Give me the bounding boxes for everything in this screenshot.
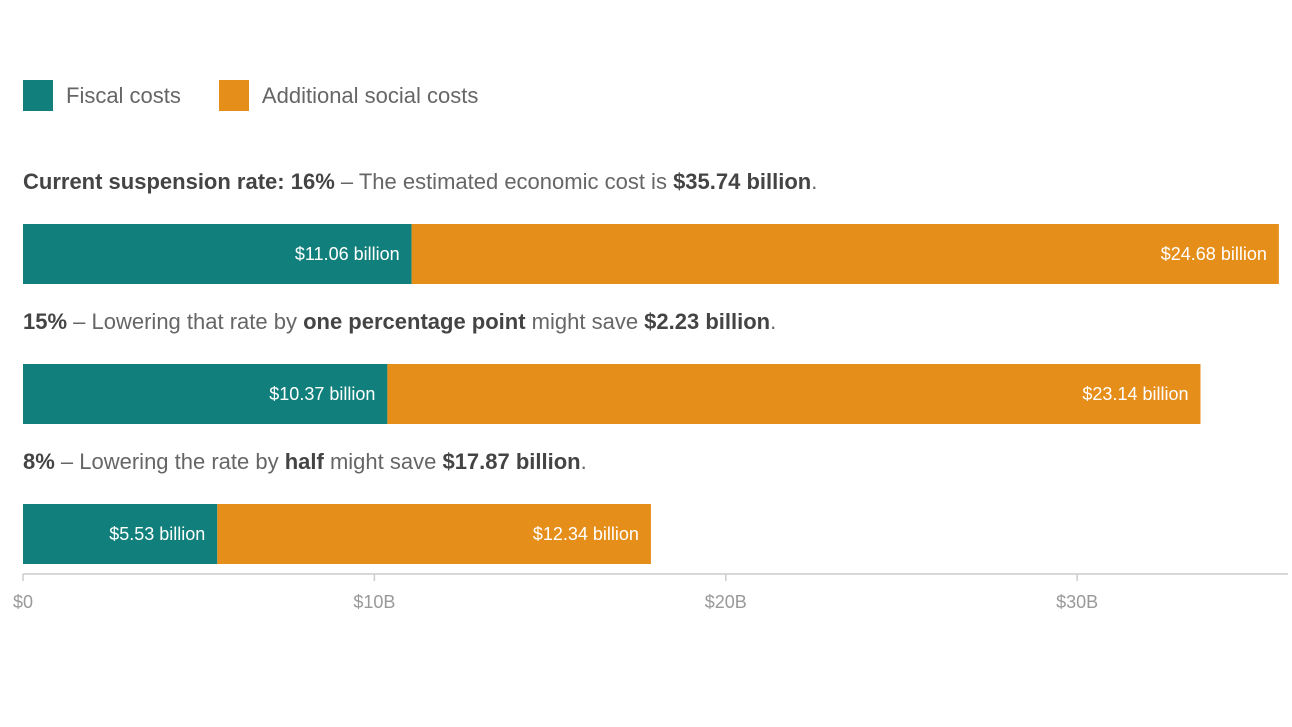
bar-segment-fiscal-costs xyxy=(23,364,388,424)
legend-swatch-fiscal-costs xyxy=(23,80,53,111)
caption-segment: $17.87 billion xyxy=(442,449,581,474)
caption-segment: might save xyxy=(525,309,645,334)
bar-segment-additional-social-costs xyxy=(217,504,651,564)
x-axis-tick-label: $20B xyxy=(705,592,747,612)
caption-segment: half xyxy=(284,449,324,474)
row-caption-8-percent: 8% – Lowering the rate by half might sav… xyxy=(23,449,587,475)
caption-segment: . xyxy=(580,449,587,474)
caption-segment: – The estimated economic cost is xyxy=(334,169,674,194)
caption-segment: . xyxy=(770,309,777,334)
caption-segment: . xyxy=(811,169,818,194)
bar-value-label: $23.14 billion xyxy=(1082,384,1188,404)
bar-segment-additional-social-costs xyxy=(411,224,1279,284)
legend-item-fiscal-costs: Fiscal costs xyxy=(23,80,181,111)
caption-segment: 15% xyxy=(23,309,68,334)
caption-segment: – Lowering the rate by xyxy=(54,449,285,474)
bar-value-label: $10.37 billion xyxy=(269,384,375,404)
legend-label-fiscal-costs: Fiscal costs xyxy=(66,82,181,108)
legend-label-additional-social-costs: Additional social costs xyxy=(261,82,479,108)
bar-value-label: $11.06 billion xyxy=(295,244,400,264)
legend-item-additional-social-costs: Additional social costs xyxy=(218,80,479,111)
bar-value-label: $12.34 billion xyxy=(533,524,639,544)
bar-segment-fiscal-costs xyxy=(23,224,412,284)
caption-segment: – Lowering that rate by xyxy=(67,309,304,334)
bar-value-label: $5.53 billion xyxy=(109,524,205,544)
x-axis-tick-label: $10B xyxy=(353,592,395,612)
caption-segment: $35.74 billion xyxy=(673,169,812,194)
row-caption-current-rate: Current suspension rate: 16% – The estim… xyxy=(23,169,817,195)
row-caption-15-percent: 15% – Lowering that rate by one percenta… xyxy=(23,309,776,335)
caption-segment: Current suspension rate: 16% xyxy=(23,169,335,194)
bar-value-label: $24.68 billion xyxy=(1161,244,1267,264)
chart-legend: Fiscal costs Additional social costs xyxy=(23,80,516,111)
legend-swatch-additional-social-costs xyxy=(218,80,249,111)
x-axis-tick-label: $30B xyxy=(1056,592,1098,612)
caption-segment: one percentage point xyxy=(303,309,526,334)
caption-segment: $2.23 billion xyxy=(644,309,771,334)
x-axis-tick-label: $0 xyxy=(13,592,33,612)
caption-segment: 8% xyxy=(23,449,55,474)
bar-segment-additional-social-costs xyxy=(387,364,1201,424)
bar-segment-fiscal-costs xyxy=(23,504,218,564)
caption-segment: might save xyxy=(323,449,443,474)
